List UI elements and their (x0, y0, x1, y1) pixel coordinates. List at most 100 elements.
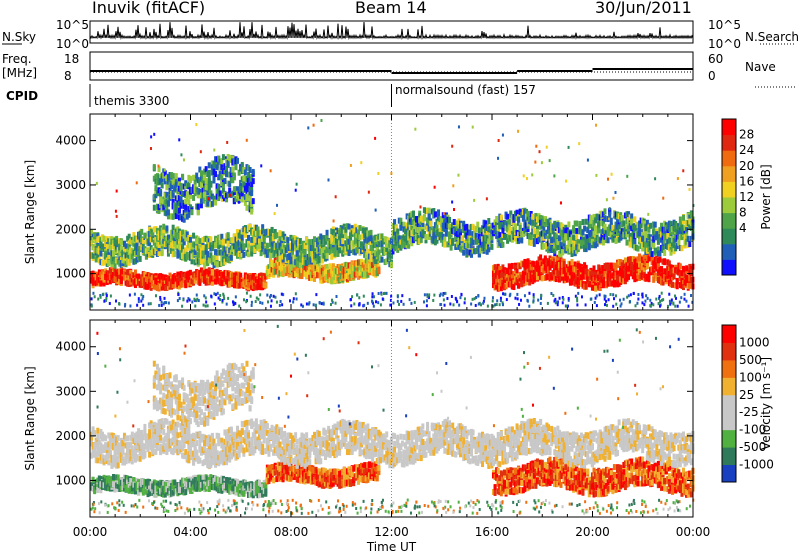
power-cell (294, 244, 298, 251)
power-cell (217, 273, 221, 280)
power-cell (509, 226, 513, 233)
power-cell (402, 240, 406, 247)
power-cell (429, 227, 433, 234)
power-cell (193, 277, 197, 284)
power-cell (605, 273, 609, 280)
power-cell (561, 249, 565, 256)
power-cell (201, 258, 205, 265)
power-cell (415, 230, 419, 237)
power-cell (220, 278, 224, 285)
power-cell (311, 244, 315, 251)
power-cell (184, 232, 188, 239)
power-cell (237, 239, 241, 246)
power-cell (540, 219, 544, 226)
power-cell (146, 247, 150, 254)
power-cell (174, 203, 178, 210)
power-cell (129, 238, 133, 245)
power-cell (350, 230, 354, 237)
power-cell (272, 251, 276, 258)
power-cell (622, 220, 626, 227)
power-cell (306, 270, 310, 277)
power-cell (284, 247, 288, 254)
power-cell (562, 260, 566, 267)
power-cell (378, 254, 382, 261)
power-cell (286, 244, 290, 251)
power-cell (212, 269, 216, 276)
power-cell (188, 204, 192, 211)
power-cell (371, 257, 375, 264)
power-cell (653, 228, 657, 235)
power-cell (430, 236, 434, 243)
power-cell (667, 237, 671, 244)
power-cell (217, 243, 221, 250)
power-cell (100, 259, 104, 266)
power-cell (129, 278, 133, 285)
power-cell (171, 242, 175, 249)
power-cell (672, 273, 676, 280)
power-cell (495, 283, 499, 290)
power-cell (612, 230, 616, 237)
power-cell (267, 264, 271, 271)
power-cell (372, 269, 376, 276)
power-cell (258, 273, 262, 280)
power-cell (380, 256, 384, 263)
power-cell (289, 267, 293, 274)
power-cell (454, 236, 458, 243)
power-cell (215, 237, 219, 244)
power-cell (325, 229, 329, 236)
power-cell (499, 278, 503, 285)
power-cell (369, 244, 373, 251)
power-cell (220, 158, 224, 165)
power-cell (616, 229, 620, 236)
power-cell (236, 192, 240, 199)
power-cell (234, 236, 238, 243)
power-cell (281, 231, 285, 238)
power-cell (642, 220, 646, 227)
power-cell (498, 270, 502, 277)
power-cell (672, 228, 676, 235)
power-cell (490, 222, 494, 229)
power-cell (159, 238, 163, 245)
power-cell (631, 255, 635, 262)
power-cell (184, 204, 188, 211)
power-cell (682, 284, 686, 291)
power-cell (171, 191, 175, 198)
power-cell (280, 240, 284, 247)
power-cell (440, 236, 444, 243)
power-cell (264, 248, 268, 255)
power-cell (229, 249, 233, 256)
power-cell (616, 211, 620, 218)
power-cell (399, 217, 403, 224)
power-cell (163, 199, 167, 206)
power-cell (155, 203, 159, 210)
power-cell (111, 271, 115, 278)
power-cell (524, 208, 528, 215)
power-cell (419, 236, 423, 243)
power-cell (678, 216, 682, 223)
power-cell (372, 238, 376, 245)
power-cell (628, 223, 632, 230)
power-cell (375, 261, 379, 268)
power-cell (675, 243, 679, 250)
power-cell (133, 251, 137, 258)
power-cell (438, 231, 442, 238)
power-cell (664, 269, 668, 276)
power-cell (633, 225, 637, 232)
power-cell (647, 276, 651, 283)
power-cell (565, 264, 569, 271)
power-cell (256, 231, 260, 238)
power-cell (256, 241, 260, 248)
power-cell (239, 231, 243, 238)
power-cell (276, 250, 280, 257)
power-cell (237, 195, 241, 202)
power-cell (437, 214, 441, 221)
power-cell (188, 175, 192, 182)
power-cell (225, 196, 229, 203)
power-cell (438, 228, 442, 235)
power-cell (218, 277, 222, 284)
power-cell (495, 221, 499, 228)
power-cell (259, 238, 263, 245)
power-cell (126, 255, 130, 262)
power-cell (531, 224, 535, 231)
power-cell (133, 258, 137, 265)
